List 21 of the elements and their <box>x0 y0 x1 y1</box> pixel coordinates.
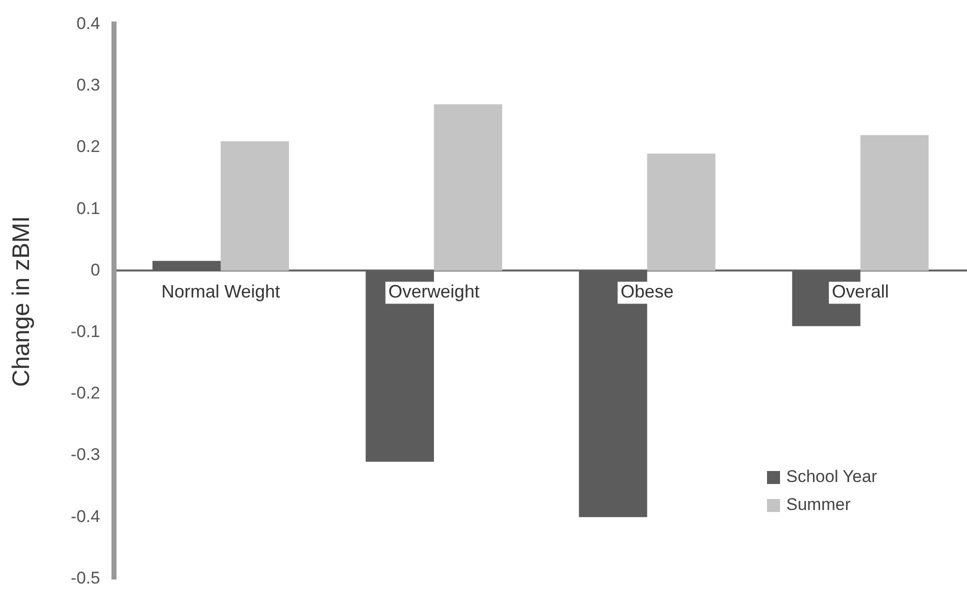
bar <box>860 135 929 271</box>
y-tick-label: -0.5 <box>70 568 100 588</box>
bar <box>434 104 502 271</box>
x-tick-label: Obese <box>620 282 674 302</box>
y-tick-label: -0.1 <box>70 322 100 341</box>
y-tick-label: 0.1 <box>76 198 100 218</box>
legend-label: School Year <box>786 467 877 487</box>
y-tick-label: -0.2 <box>70 384 100 403</box>
y-tick-label: -0.4 <box>70 506 100 526</box>
y-tick-label: 0 <box>90 260 100 280</box>
y-tick-label: 0.2 <box>76 137 100 156</box>
x-tick-label: Overweight <box>388 282 480 302</box>
bar <box>647 154 716 271</box>
legend-label: Summer <box>786 495 850 515</box>
y-tick-label: -0.3 <box>70 445 100 464</box>
x-tick-label: Overall <box>832 282 889 302</box>
y-tick-label: 0.3 <box>76 76 100 95</box>
y-axis-title: Change in zBMI <box>8 216 36 387</box>
x-tick-label: Normal Weight <box>161 282 280 302</box>
y-tick-label: 0.4 <box>76 14 100 33</box>
bar <box>220 141 289 271</box>
